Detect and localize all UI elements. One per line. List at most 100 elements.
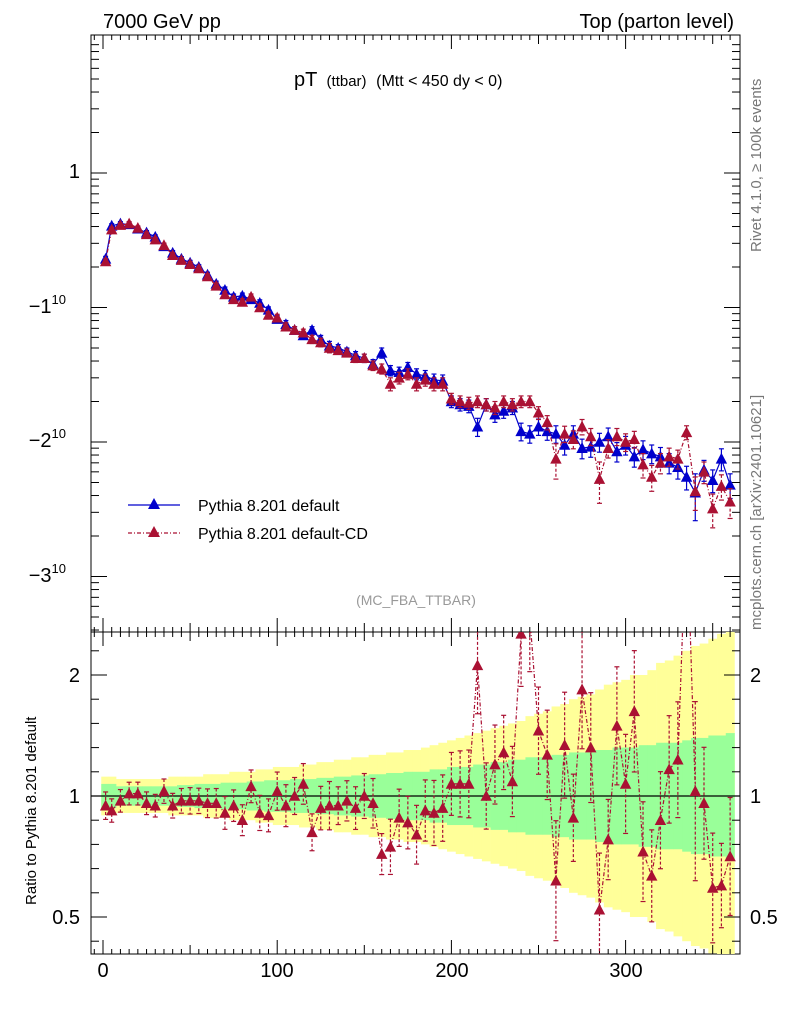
ratio-point — [602, 833, 614, 845]
data-point-cd — [219, 288, 231, 300]
rivet-label: Rivet 4.1.0, ≥ 100k events — [748, 79, 765, 252]
ratio-point — [297, 777, 310, 789]
data-point-cd — [210, 279, 222, 291]
legend-label-default: Pythia 8.201 default — [198, 498, 340, 515]
data-point-cd — [158, 239, 170, 251]
data-point-cd — [280, 320, 292, 332]
ratio-point — [515, 632, 527, 639]
data-point-default — [637, 443, 649, 455]
chart-marks — [91, 35, 740, 954]
ratio-y-tick-2: 2 — [69, 665, 80, 687]
data-point-cd — [480, 398, 492, 410]
ratio-point — [288, 790, 301, 801]
data-point-cd — [236, 295, 249, 307]
ratio-point — [106, 804, 118, 816]
data-point-cd — [376, 362, 388, 374]
ratio-point — [628, 705, 641, 717]
data-point-default — [410, 368, 423, 379]
data-point-default — [576, 442, 588, 453]
ratio-point — [428, 806, 440, 818]
legend-label-cd: Pythia 8.201 default-CD — [198, 526, 368, 543]
data-point-cd — [114, 219, 127, 230]
data-point-cd — [524, 395, 536, 407]
data-point-default — [724, 478, 736, 490]
ratio-point — [681, 512, 692, 523]
ratio-point — [254, 806, 266, 818]
ratio-points — [99, 512, 736, 954]
data-point-cd — [245, 290, 257, 302]
ratio-point — [541, 748, 553, 760]
ratio-point — [315, 802, 327, 813]
ratio-point — [698, 797, 710, 809]
ratio-point — [201, 797, 214, 809]
data-point-cd — [315, 336, 327, 348]
ratio-point — [149, 799, 161, 811]
data-point-cd — [576, 420, 588, 432]
ratio-point — [454, 777, 466, 789]
data-point-cd — [454, 395, 466, 407]
data-point-cd — [123, 217, 135, 229]
data-point-cd — [132, 222, 144, 233]
ratio-point — [332, 799, 344, 811]
data-point-default — [524, 427, 536, 439]
ratio-y-tick-1: 1 — [69, 786, 80, 808]
data-point-cd — [341, 346, 353, 358]
data-point-default — [628, 450, 641, 462]
data-point-cd — [506, 398, 519, 410]
data-point-cd — [384, 377, 397, 389]
data-point-cd — [436, 377, 449, 389]
data-point-cd — [367, 359, 379, 371]
data-point-cd — [619, 436, 632, 447]
ratio-point — [663, 763, 675, 775]
ratio-point — [99, 799, 112, 811]
ratio-point — [158, 785, 170, 796]
ratio-point — [367, 797, 379, 809]
y-tick-label-1e-1: −110 — [29, 292, 66, 318]
data-point-cd — [410, 377, 423, 389]
data-point-default — [384, 364, 397, 376]
ratio-point — [140, 797, 153, 809]
data-point-default — [236, 289, 249, 301]
y-tick-label-1e-2: −210 — [29, 426, 66, 452]
data-point-cd — [689, 485, 701, 497]
data-point-cd — [463, 396, 475, 408]
data-point-cd — [550, 452, 562, 464]
y-tick-1e-1-base: −1 — [29, 296, 52, 318]
plot-title: pT (ttbar) (Mtt < 450 dy < 0) — [294, 69, 502, 91]
ratio-point — [567, 811, 580, 823]
data-point-cd — [680, 426, 693, 438]
data-point-cd — [166, 249, 179, 260]
ratio-point — [576, 683, 588, 695]
x-tick-label-200: 200 — [435, 960, 468, 982]
data-point-cd — [349, 352, 362, 363]
ratio-point — [245, 780, 257, 792]
ratio-point — [532, 724, 545, 736]
ratio-point — [227, 799, 240, 811]
data-point-cd — [393, 371, 405, 383]
data-point-cd — [593, 473, 606, 484]
ratio-point — [463, 777, 475, 789]
data-point-default — [663, 456, 675, 468]
analysis-tag: (MC_FBA_TTBAR) — [356, 592, 476, 608]
y-tick-1e-3-base: −3 — [29, 565, 52, 587]
data-point-cd — [323, 341, 336, 353]
ratio-point — [550, 874, 562, 886]
ratio-point — [611, 719, 623, 731]
data-point-cd — [558, 427, 571, 439]
x-tick-label-100: 100 — [260, 960, 293, 982]
ratio-point — [132, 787, 144, 799]
data-point-cd — [175, 254, 188, 265]
ratio-point — [114, 794, 127, 806]
data-point-cd — [567, 433, 580, 444]
data-point-cd — [419, 373, 431, 385]
data-point-default — [715, 452, 728, 464]
ratio-point — [341, 794, 353, 806]
ratio-point — [593, 903, 606, 915]
y-tick-1e-2-base: −2 — [29, 430, 52, 452]
ratio-point — [280, 799, 292, 811]
data-point-cd — [698, 465, 710, 477]
ratio-point — [646, 869, 658, 881]
data-point-default — [646, 447, 658, 459]
data-point-default — [602, 430, 614, 442]
